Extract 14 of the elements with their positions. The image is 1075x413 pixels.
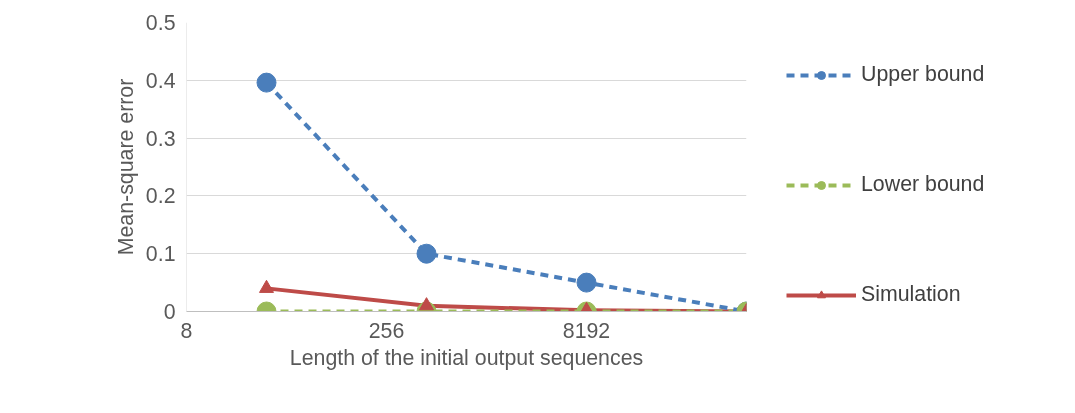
legend-label: Upper bound xyxy=(861,62,985,87)
x-tick-label: 8192 xyxy=(562,318,611,343)
y-tick-label: 0 xyxy=(163,300,176,324)
y-tick-label: 0.1 xyxy=(145,242,176,267)
y-axis-title: Mean-square error xyxy=(113,78,138,256)
y-tick-label: 0.5 xyxy=(145,11,176,35)
legend-label: Simulation xyxy=(861,282,961,307)
x-tick-label: 8 xyxy=(180,318,193,343)
y-tick-label: 0.3 xyxy=(145,126,176,151)
x-tick-label: 256 xyxy=(368,318,405,343)
legend-label: Lower bound xyxy=(861,172,985,197)
x-axis-title: Length of the initial output sequences xyxy=(289,345,644,370)
y-tick-label: 0.4 xyxy=(145,68,176,93)
y-tick-label: 0.2 xyxy=(145,184,176,209)
